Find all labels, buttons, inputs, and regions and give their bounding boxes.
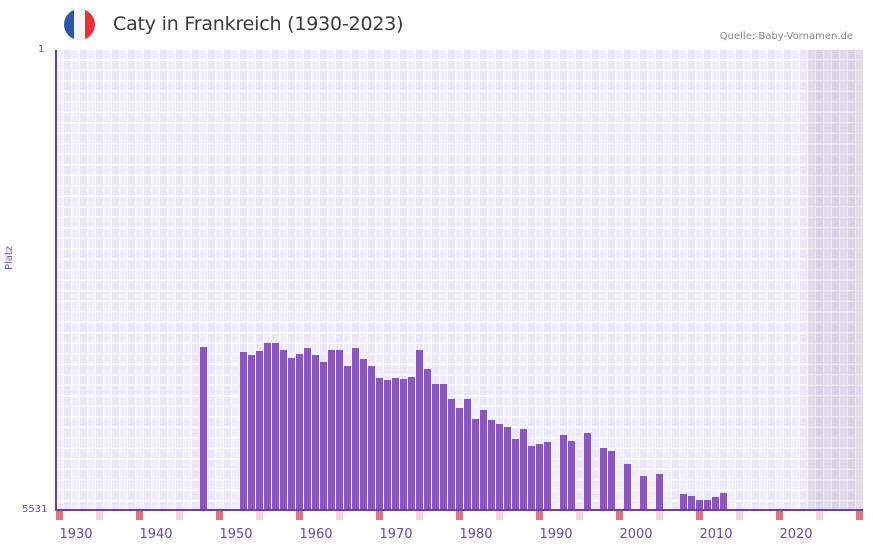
xtick-2000: 2000 (619, 527, 653, 542)
xtick-1940: 1940 (139, 527, 173, 542)
bar-2008[interactable] (696, 500, 703, 510)
bar-1991[interactable] (560, 435, 567, 510)
bar-1960[interactable] (312, 355, 319, 510)
year-marker-2018 (776, 511, 783, 520)
year-marker-1973 (416, 511, 423, 520)
bar-1980[interactable] (472, 419, 479, 510)
bar-1966[interactable] (360, 359, 367, 510)
flag-blue (64, 9, 75, 40)
bar-1976[interactable] (440, 384, 447, 510)
chart-title: Caty in Frankreich (1930-2023) (113, 13, 404, 35)
bar-2009[interactable] (704, 500, 711, 510)
bar-1983[interactable] (496, 424, 503, 510)
bar-1978[interactable] (456, 408, 463, 510)
year-marker-2013 (736, 511, 743, 520)
xtick-1950: 1950 (219, 527, 253, 542)
bar-1992[interactable] (568, 441, 575, 510)
future-shaded-region (808, 50, 863, 510)
bar-1958[interactable] (296, 354, 303, 510)
bar-1970[interactable] (392, 378, 399, 510)
xtick-1980: 1980 (459, 527, 493, 542)
year-marker-2028 (856, 511, 863, 520)
flag-white (74, 9, 85, 40)
year-marker-2003 (656, 511, 663, 520)
france-flag-icon (64, 9, 95, 40)
year-marker-2008 (696, 511, 703, 520)
bar-1959[interactable] (304, 348, 311, 510)
bar-1974[interactable] (424, 369, 431, 510)
year-marker-1943 (176, 511, 183, 520)
bar-1961[interactable] (320, 362, 327, 510)
bar-1946[interactable] (200, 347, 207, 510)
year-marker-1953 (256, 511, 263, 520)
year-marker-1988 (536, 511, 543, 520)
bar-2006[interactable] (680, 494, 687, 510)
bar-1999[interactable] (624, 464, 631, 510)
bar-2010[interactable] (712, 497, 719, 510)
bar-1994[interactable] (584, 433, 591, 510)
bar-1989[interactable] (544, 442, 551, 510)
year-marker-1983 (496, 511, 503, 520)
year-marker-1948 (216, 511, 223, 520)
bar-1963[interactable] (336, 350, 343, 510)
year-marker-1938 (136, 511, 143, 520)
y-axis (55, 50, 57, 511)
bar-1981[interactable] (480, 410, 487, 510)
bar-1986[interactable] (520, 429, 527, 510)
bar-1964[interactable] (344, 366, 351, 510)
year-marker-1993 (576, 511, 583, 520)
year-marker-1968 (376, 511, 383, 520)
bar-1967[interactable] (368, 366, 375, 510)
bar-1962[interactable] (328, 350, 335, 510)
bar-1972[interactable] (408, 377, 415, 510)
bar-1969[interactable] (384, 380, 391, 510)
year-marker-1978 (456, 511, 463, 520)
y-axis-label: Platz (4, 245, 15, 270)
bar-1988[interactable] (536, 444, 543, 510)
ytick-bottom: 5531 (22, 504, 48, 515)
bar-2001[interactable] (640, 476, 647, 510)
xtick-1960: 1960 (299, 527, 333, 542)
bar-1957[interactable] (288, 358, 295, 510)
xtick-1930: 1930 (59, 527, 93, 542)
bar-1979[interactable] (464, 399, 471, 510)
bar-1982[interactable] (488, 420, 495, 510)
year-marker-1963 (336, 511, 343, 520)
bar-1977[interactable] (448, 399, 455, 510)
xtick-2020: 2020 (779, 527, 813, 542)
bar-1951[interactable] (240, 352, 247, 510)
xtick-1990: 1990 (539, 527, 573, 542)
xtick-1970: 1970 (379, 527, 413, 542)
bar-1985[interactable] (512, 439, 519, 510)
bar-1973[interactable] (416, 350, 423, 510)
bar-1975[interactable] (432, 384, 439, 510)
bar-2003[interactable] (656, 474, 663, 510)
bar-2007[interactable] (688, 496, 695, 510)
ytick-top: 1 (38, 44, 45, 55)
xtick-2010: 2010 (699, 527, 733, 542)
year-marker-1928 (56, 511, 63, 520)
plot-area (56, 50, 863, 510)
bar-1968[interactable] (376, 378, 383, 510)
bar-1997[interactable] (608, 451, 615, 510)
bar-1955[interactable] (272, 343, 279, 510)
source-link[interactable]: Quelle: Baby-Vornamen.de (719, 31, 853, 42)
bar-1971[interactable] (400, 379, 407, 510)
x-axis (55, 509, 863, 511)
bar-1987[interactable] (528, 446, 535, 510)
flag-red (84, 9, 95, 40)
year-marker-1958 (296, 511, 303, 520)
bar-1984[interactable] (504, 427, 511, 510)
bar-1956[interactable] (280, 350, 287, 510)
bar-1952[interactable] (248, 355, 255, 510)
bar-1954[interactable] (264, 343, 271, 510)
year-marker-1998 (616, 511, 623, 520)
year-marker-2023 (816, 511, 823, 520)
bar-1965[interactable] (352, 348, 359, 510)
bar-2011[interactable] (720, 493, 727, 510)
bar-1996[interactable] (600, 448, 607, 510)
year-marker-1933 (96, 511, 103, 520)
bar-1953[interactable] (256, 351, 263, 510)
